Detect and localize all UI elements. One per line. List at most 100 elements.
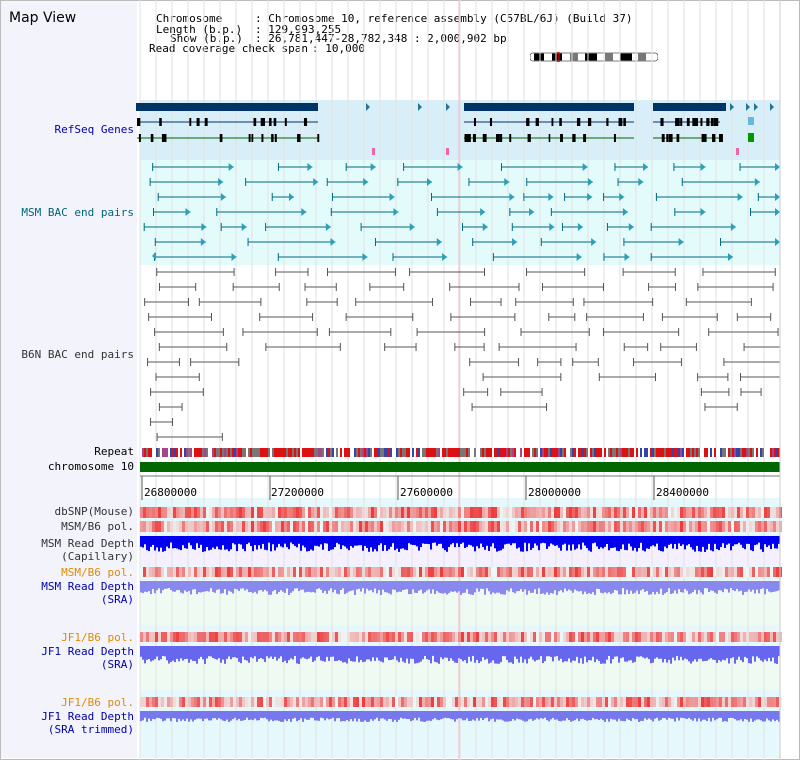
pol-heat-cell — [449, 697, 452, 707]
pol-heat-cell — [446, 567, 449, 577]
repeat-segment — [356, 448, 358, 457]
depth-bar — [518, 581, 520, 592]
track-label-msm-depth-capillary-1[interactable]: MSM Read Depth — [41, 537, 134, 550]
depth-bar — [378, 711, 380, 721]
pol-heat-cell — [293, 697, 296, 707]
pol-heat-cell — [599, 521, 602, 532]
pol-heat-cell — [368, 567, 371, 577]
depth-bar — [592, 581, 594, 593]
pol-heat-cell — [218, 567, 221, 577]
pol-heat-cell — [257, 521, 260, 532]
track-label-jf1-depth-sra-1[interactable]: JF1 Read Depth — [41, 645, 134, 658]
pol-heat-cell — [587, 507, 590, 518]
repeat-segment — [254, 448, 256, 457]
depth-bar — [192, 646, 194, 661]
repeat-segment — [188, 448, 190, 457]
depth-bar — [538, 711, 540, 720]
depth-bar — [200, 536, 202, 545]
pol-heat-cell — [632, 521, 635, 532]
depth-bar — [724, 711, 726, 721]
pol-heat-cell — [545, 507, 548, 518]
track-label-refseq-genes[interactable]: RefSeq Genes — [54, 123, 134, 136]
pol-heat-cell — [347, 567, 350, 577]
pol-heat-cell — [314, 567, 317, 577]
pol-heat-cell — [230, 567, 233, 577]
depth-bar — [368, 646, 370, 660]
depth-bar — [140, 581, 142, 593]
pol-heat-cell — [389, 567, 392, 577]
repeat-segment — [670, 448, 672, 457]
depth-bar — [322, 646, 324, 662]
depth-bar — [722, 711, 724, 722]
repeat-segment — [220, 448, 222, 457]
depth-bar — [328, 536, 330, 551]
depth-bar — [252, 536, 254, 552]
repeat-segment — [596, 448, 598, 457]
depth-bar — [592, 646, 594, 657]
depth-bar — [254, 646, 256, 657]
pol-heat-cell — [647, 507, 650, 518]
pol-heat-cell — [554, 697, 557, 707]
pol-heat-cell — [512, 521, 515, 532]
pol-heat-cell — [626, 507, 629, 518]
depth-bar — [546, 646, 548, 657]
depth-bar — [744, 581, 746, 592]
bac-end-arrow — [628, 223, 634, 231]
depth-bar — [166, 646, 168, 661]
pol-heat-cell — [641, 521, 644, 532]
track-label-msm-b6-pol-2[interactable]: MSM/B6 pol. — [61, 566, 134, 579]
repeat-segment — [462, 448, 464, 457]
depth-bar — [214, 646, 216, 659]
depth-bar — [316, 581, 318, 590]
pol-heat-cell — [689, 507, 692, 518]
depth-bar — [490, 581, 492, 595]
track-label-jf1-b6-pol[interactable]: JF1/B6 pol. — [61, 631, 134, 644]
pol-heat-cell — [386, 507, 389, 518]
depth-bar — [302, 711, 304, 722]
pol-heat-cell — [140, 632, 143, 642]
pol-heat-cell — [692, 567, 695, 577]
track-label-jf1-b6-pol-2[interactable]: JF1/B6 pol. — [61, 696, 134, 709]
pol-heat-cell — [536, 507, 539, 518]
depth-bar — [392, 711, 394, 722]
depth-bar — [168, 581, 170, 589]
depth-bar — [442, 536, 444, 549]
track-label-repeat[interactable]: Repeat — [94, 445, 134, 458]
track-label-msm-bac[interactable]: MSM BAC end pairs — [21, 206, 134, 219]
depth-bar — [708, 646, 710, 660]
pol-heat-cell — [155, 632, 158, 642]
track-label-dbsnp[interactable]: dbSNP(Mouse) — [54, 505, 134, 518]
pol-heat-cell — [653, 632, 656, 642]
pol-heat-cell — [722, 567, 725, 577]
depth-bar — [778, 711, 780, 722]
depth-bar — [732, 646, 734, 658]
pol-heat-cell — [395, 507, 398, 518]
depth-bar — [274, 536, 276, 551]
pol-heat-cell — [485, 697, 488, 707]
pol-heat-cell — [767, 507, 770, 518]
pol-heat-cell — [170, 521, 173, 532]
track-label-msm-b6-pol[interactable]: MSM/B6 pol. — [61, 520, 134, 533]
depth-bar — [646, 646, 648, 658]
depth-bar — [436, 581, 438, 591]
pol-heat-cell — [509, 507, 512, 518]
chromosome-ideogram[interactable] — [530, 52, 658, 62]
depth-bar — [472, 711, 474, 720]
repeat-segment — [738, 448, 740, 457]
track-label-msm-depth-sra-1[interactable]: MSM Read Depth — [41, 580, 134, 593]
pol-heat-cell — [308, 507, 311, 518]
bac-end-arrow — [582, 163, 588, 171]
pol-heat-cell — [227, 697, 230, 707]
track-label-b6n-bac[interactable]: B6N BAC end pairs — [21, 348, 134, 361]
repeat-segment — [494, 448, 496, 457]
depth-bar — [438, 711, 440, 721]
depth-bar — [468, 646, 470, 657]
depth-bar — [642, 581, 644, 590]
pol-heat-cell — [203, 567, 206, 577]
pol-heat-cell — [152, 521, 155, 532]
pol-heat-cell — [383, 697, 386, 707]
track-label-jf1-depth-trim-1[interactable]: JF1 Read Depth — [41, 710, 134, 723]
depth-bar — [314, 581, 316, 593]
depth-bar — [460, 646, 462, 660]
